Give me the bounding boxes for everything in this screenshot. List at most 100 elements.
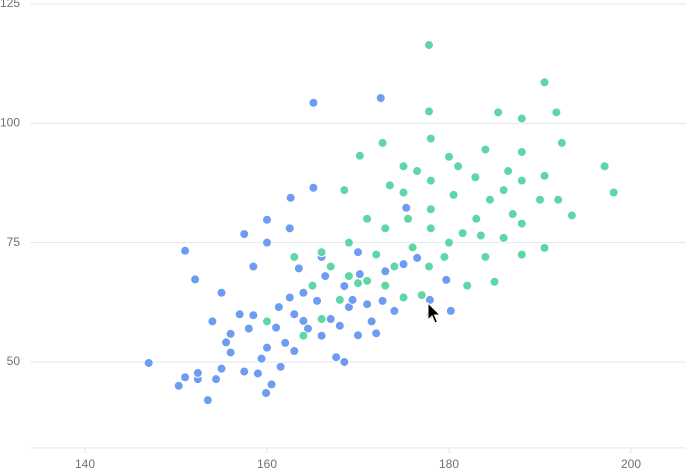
scatter-point xyxy=(289,309,300,320)
scatter-point xyxy=(192,367,203,378)
y-tick-label: 100 xyxy=(0,115,20,129)
scatter-point xyxy=(362,213,373,224)
scatter-point xyxy=(377,295,388,306)
scatter-point xyxy=(308,182,319,193)
scatter-point xyxy=(190,274,201,285)
scatter-point xyxy=(289,346,300,357)
y-tick-label: 50 xyxy=(7,354,21,368)
scatter-point xyxy=(425,133,436,144)
scatter-point xyxy=(243,323,254,334)
scatter-point xyxy=(424,294,435,305)
scatter-point xyxy=(225,347,236,358)
scatter-point xyxy=(216,363,227,374)
scatter-point xyxy=(389,305,400,316)
scatter-point xyxy=(180,372,191,383)
scatter-point xyxy=(441,274,452,285)
scatter-point xyxy=(556,137,567,148)
scatter-point xyxy=(293,263,304,274)
scatter-point xyxy=(423,106,434,117)
scatter-point xyxy=(353,278,363,289)
scatter-point xyxy=(284,223,295,234)
scatter-point xyxy=(343,237,354,248)
scatter-point xyxy=(516,218,527,229)
scatter-point xyxy=(207,316,218,327)
scatter-point xyxy=(334,294,345,305)
scatter-point xyxy=(280,337,291,348)
scatter-point xyxy=(507,209,518,220)
scatter-point xyxy=(480,251,491,262)
scatter-point xyxy=(173,380,184,391)
scatter-point xyxy=(343,271,354,282)
scatter-point xyxy=(471,213,482,224)
scatter-point xyxy=(416,290,427,301)
scatter-point xyxy=(407,242,418,253)
scatter-point xyxy=(380,266,391,277)
scatter-point xyxy=(462,280,473,291)
scatter-point xyxy=(516,146,527,157)
scatter-point xyxy=(539,170,550,181)
scatter-point xyxy=(375,93,386,104)
scatter-point xyxy=(339,356,350,367)
scatter-point xyxy=(308,97,319,108)
scatter-point xyxy=(453,161,464,172)
mouse-cursor xyxy=(427,301,442,324)
scatter-point xyxy=(398,161,409,172)
scatter-point xyxy=(439,251,450,262)
scatter-point xyxy=(484,194,495,205)
scatter-point xyxy=(425,175,436,186)
scatter-point xyxy=(475,230,486,241)
scatter-point xyxy=(389,261,400,272)
scatter-point xyxy=(353,330,363,341)
scatter-point xyxy=(234,309,245,320)
scatter-point xyxy=(535,194,545,205)
scatter-point xyxy=(516,175,527,186)
scatter-point xyxy=(316,247,327,258)
scatter-point xyxy=(398,187,409,198)
scatter-point xyxy=(516,113,527,124)
scatter-point xyxy=(312,295,323,306)
scatter-point xyxy=(448,189,459,200)
x-tick-label: 140 xyxy=(75,457,95,471)
scatter-point xyxy=(347,294,358,305)
scatter-point xyxy=(599,161,610,172)
scatter-point xyxy=(401,202,412,213)
scatter-point xyxy=(566,210,577,221)
scatter-point xyxy=(516,249,527,260)
scatter-point xyxy=(371,328,382,339)
scatter-point xyxy=(412,166,423,177)
scatter-point xyxy=(252,368,263,379)
scatter-point xyxy=(444,237,454,248)
scatter-point xyxy=(608,187,619,198)
scatter-point xyxy=(339,185,350,196)
scatter-point xyxy=(262,342,272,353)
scatter-point xyxy=(289,251,300,262)
y-tick-label: 75 xyxy=(7,235,21,249)
scatter-point xyxy=(423,261,434,272)
scatter-point xyxy=(316,330,327,341)
scatter-point xyxy=(285,192,296,203)
scatter-point xyxy=(298,330,309,341)
scatter-point xyxy=(457,228,468,239)
scatter-point xyxy=(284,292,295,303)
scatter-point xyxy=(334,320,345,331)
x-tick-label: 180 xyxy=(439,457,459,471)
scatter-point xyxy=(202,395,213,406)
scatter-point xyxy=(256,353,267,364)
y-tick-label: 125 xyxy=(0,0,20,10)
scatter-point xyxy=(423,40,434,51)
scatter-point xyxy=(398,292,409,303)
scatter-point xyxy=(266,379,277,390)
scatter-point xyxy=(298,315,309,326)
scatter-point xyxy=(380,223,391,234)
scatter-point xyxy=(366,316,377,327)
scatter-point xyxy=(425,223,436,234)
scatter-point xyxy=(493,107,504,118)
scatter-point xyxy=(302,323,313,334)
scatter-point xyxy=(325,261,336,272)
scatter-point xyxy=(275,361,286,372)
scatter-point xyxy=(298,287,309,298)
scatter-point xyxy=(489,276,500,287)
scatter-point xyxy=(262,237,272,248)
scatter-point xyxy=(239,366,250,377)
